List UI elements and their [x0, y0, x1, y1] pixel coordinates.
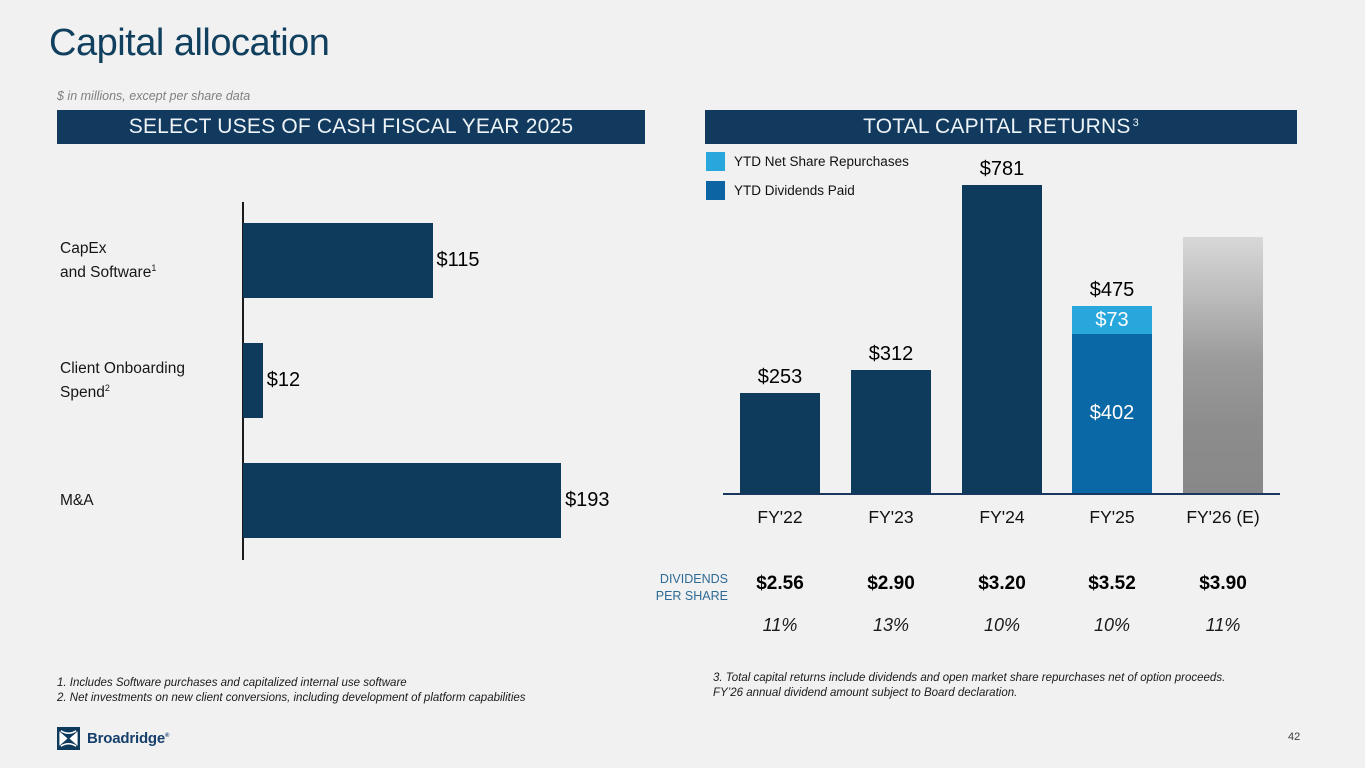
- x-axis-label: FY'26 (E): [1186, 507, 1260, 527]
- broadridge-logo-icon: [57, 727, 80, 750]
- bar-segment: [1072, 305, 1152, 335]
- bar-segment: [962, 184, 1042, 493]
- category-label: M&A: [60, 491, 94, 509]
- right-chart-header: TOTAL CAPITAL RETURNS 3: [705, 110, 1297, 144]
- category-label: Client Onboarding Spend2: [60, 360, 185, 401]
- right-chart-header-label: TOTAL CAPITAL RETURNS: [863, 115, 1131, 138]
- page-number: 42: [1288, 731, 1301, 743]
- left-chart-axis-line: [242, 202, 244, 560]
- broadridge-logo-text: Broadridge®: [87, 730, 170, 747]
- units-note: $ in millions, except per share data: [57, 89, 251, 103]
- left-chart-header: SELECT USES OF CASH FISCAL YEAR 2025: [57, 110, 645, 144]
- trademark-symbol: ®: [165, 733, 170, 739]
- dividends-per-share-section: DIVIDENDS PER SHARE $2.56 $2.90 $3.20 $3.52 $3…: [640, 565, 1310, 655]
- bar-2: [243, 463, 562, 538]
- bar-value-label: $193: [565, 489, 610, 511]
- bar-total-label: $781: [979, 157, 1025, 180]
- legend-swatch-0: [706, 152, 725, 171]
- x-axis-label: FY'23: [868, 507, 914, 527]
- bar-estimate: [1183, 236, 1263, 493]
- legend: YTD Net Share Repurchases YTD Dividends P…: [706, 152, 909, 210]
- dividend-growth-pct: 13%: [872, 615, 910, 635]
- bar-value-label: $115: [436, 249, 480, 271]
- right-chart-header-footnote-ref: 3: [1132, 117, 1139, 129]
- bar-total-label: $253: [757, 366, 803, 389]
- x-axis-label: FY'24: [979, 507, 1025, 527]
- dividend-growth-pct: 10%: [983, 615, 1021, 635]
- dividend-value: $2.90: [867, 573, 915, 594]
- dividends-per-share-label: DIVIDENDS PER SHARE: [655, 572, 728, 603]
- bar-segment: [851, 369, 931, 493]
- dividend-value: $3.52: [1088, 573, 1136, 594]
- left-footnotes: 1. Includes Software purchases and capit…: [57, 676, 677, 706]
- segment-value-label: $73: [1095, 308, 1129, 331]
- dividend-value: $3.20: [978, 573, 1026, 594]
- legend-label: YTD Dividends Paid: [734, 183, 855, 198]
- segment-value-label: $402: [1089, 402, 1135, 425]
- dividend-growth-pct: 11%: [762, 615, 798, 635]
- bar-1: [243, 343, 263, 418]
- dividend-value: $3.90: [1199, 573, 1247, 594]
- legend-swatch-1: [706, 181, 725, 200]
- right-chart-axis-line: [723, 493, 1280, 495]
- uses-of-cash-chart: CapEx and Software1 $115 Client Onboarding S…: [57, 200, 669, 568]
- footnote-line: 1. Includes Software purchases and capit…: [57, 677, 407, 689]
- bar-total-label: $312: [868, 342, 914, 365]
- bar-0: [243, 223, 433, 298]
- dividend-value: $2.56: [756, 573, 804, 594]
- dividend-growth-pct: 10%: [1093, 615, 1131, 635]
- legend-item: YTD Net Share Repurchases: [706, 152, 909, 171]
- bar-value-label: $12: [266, 369, 301, 391]
- x-axis-label: FY'25: [1089, 507, 1135, 527]
- broadridge-logo: Broadridge®: [57, 727, 169, 750]
- bar-total-label: $475: [1089, 278, 1135, 301]
- footnote-line: 2. Net investments on new client convers…: [57, 691, 526, 704]
- bar-segment: [1072, 334, 1152, 493]
- left-chart-header-label: SELECT USES OF CASH FISCAL YEAR 2025: [128, 115, 574, 138]
- category-label: CapEx and Software1: [60, 240, 157, 281]
- page-title: Capital allocation: [49, 22, 330, 64]
- capital-returns-chart: $253 FY'22 $312 FY'23 $781 FY'24 $402 $73 $475 FY…: [705, 150, 1300, 550]
- x-axis-label: FY'22: [757, 507, 803, 527]
- legend-label: YTD Net Share Repurchases: [734, 154, 909, 169]
- bar-segment: [740, 393, 820, 493]
- dividend-growth-pct: 11%: [1205, 615, 1241, 635]
- right-footnote: 3. Total capital returns include dividen…: [713, 672, 1226, 699]
- legend-item: YTD Dividends Paid: [706, 181, 909, 200]
